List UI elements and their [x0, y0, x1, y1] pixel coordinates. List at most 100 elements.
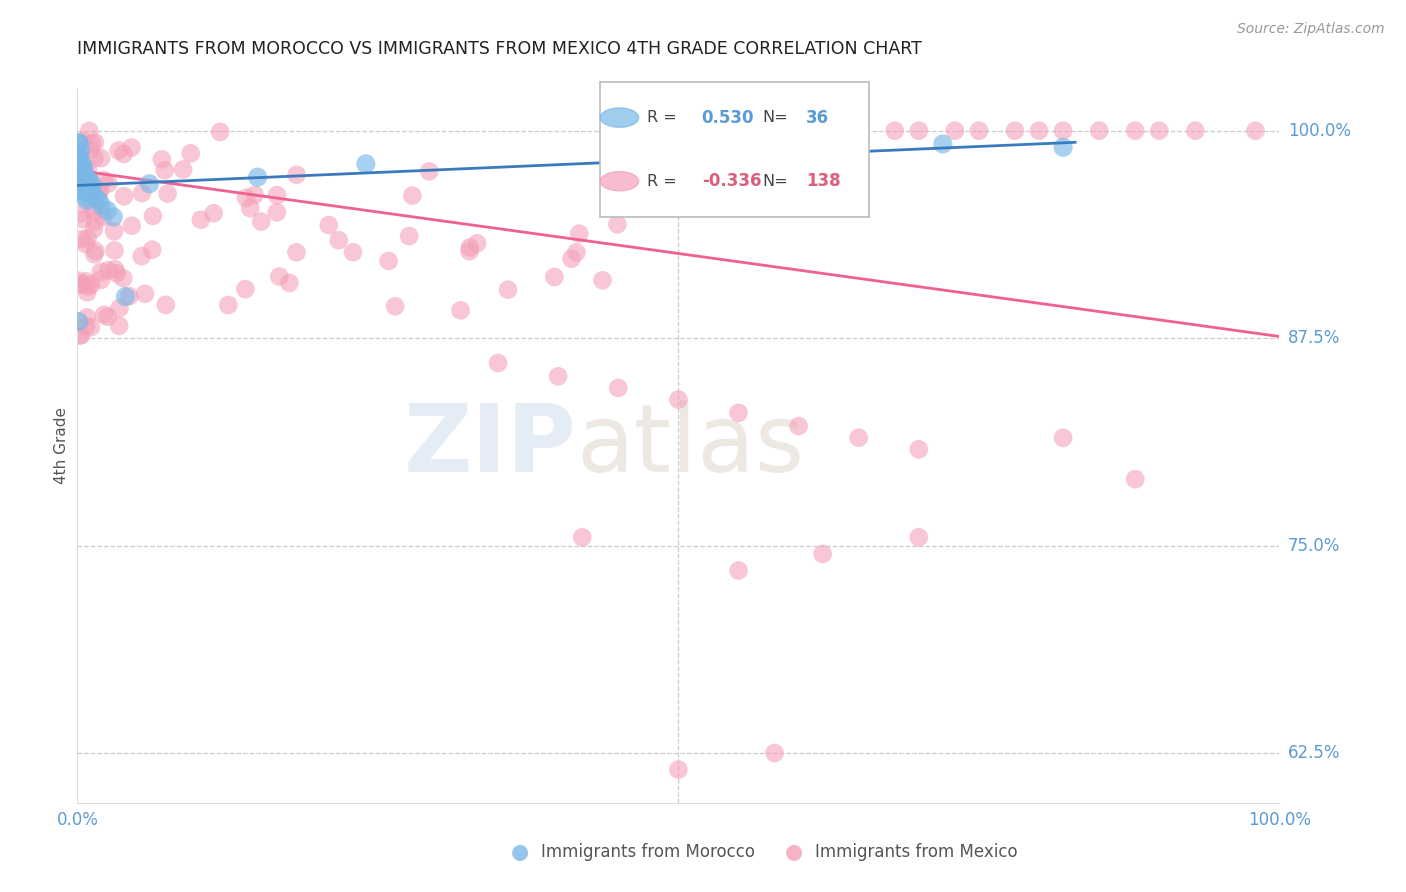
Point [398, 229, 420, 244]
Text: R =: R = [647, 174, 676, 189]
Point [72, 277, 94, 292]
Point [172, 162, 194, 177]
Point [75, 190, 97, 204]
Point [932, 136, 955, 151]
Point [84, 214, 107, 228]
Point [75, 170, 97, 185]
Text: 36: 36 [806, 109, 830, 127]
Point [80, 277, 103, 292]
Point [112, 189, 135, 203]
Point [592, 273, 614, 287]
Point [67, 178, 90, 193]
Point [76, 194, 98, 208]
Point [450, 303, 472, 318]
Point [90, 265, 112, 279]
Point [70, 160, 93, 174]
Point [76, 231, 98, 245]
Point [107, 144, 129, 158]
Point [496, 283, 519, 297]
Point [70, 144, 93, 158]
Point [112, 147, 135, 161]
Text: -0.336: -0.336 [702, 172, 761, 190]
Text: Immigrants from Mexico: Immigrants from Mexico [815, 843, 1018, 861]
Point [354, 157, 377, 171]
Point [79, 173, 101, 187]
Point [70, 277, 93, 292]
Point [69, 152, 91, 166]
Point [105, 266, 128, 280]
Point [209, 125, 232, 139]
Point [72, 182, 94, 196]
Text: atlas: atlas [576, 400, 804, 492]
Point [1244, 124, 1267, 138]
Point [458, 240, 481, 254]
Point [243, 187, 266, 202]
Point [142, 209, 165, 223]
Point [83, 222, 105, 236]
Point [80, 177, 103, 191]
Point [77, 279, 100, 293]
Point [73, 185, 96, 199]
Point [67, 160, 90, 174]
Point [118, 289, 141, 303]
Point [120, 140, 142, 154]
Text: 100.0%: 100.0% [1288, 121, 1351, 140]
Point [69, 153, 91, 168]
Point [108, 301, 131, 315]
Point [67, 274, 90, 288]
Point [134, 286, 156, 301]
Point [131, 186, 153, 200]
Point [668, 763, 690, 777]
Text: ●: ● [786, 842, 803, 862]
Point [75, 319, 97, 334]
Point [1052, 140, 1074, 154]
Point [90, 198, 112, 212]
Point [943, 124, 966, 138]
Y-axis label: 4th Grade: 4th Grade [53, 408, 69, 484]
Point [72, 212, 94, 227]
Point [77, 185, 100, 199]
Point [668, 124, 690, 138]
Point [465, 236, 488, 251]
Point [285, 245, 308, 260]
Point [82, 199, 104, 213]
Point [727, 564, 749, 578]
Point [153, 163, 176, 178]
Point [83, 151, 105, 165]
Point [83, 204, 105, 219]
Point [103, 244, 125, 258]
Circle shape [600, 171, 638, 191]
FancyBboxPatch shape [600, 82, 869, 217]
Point [69, 136, 91, 151]
Point [606, 217, 628, 231]
Point [87, 186, 110, 200]
Point [967, 124, 990, 138]
Point [79, 143, 101, 157]
Point [607, 381, 630, 395]
Text: ●: ● [512, 842, 529, 862]
Point [103, 224, 125, 238]
Point [70, 328, 93, 343]
Point [1004, 124, 1026, 138]
Text: 62.5%: 62.5% [1288, 744, 1340, 762]
Point [80, 320, 103, 334]
Point [70, 157, 93, 171]
Point [90, 151, 112, 165]
Point [82, 186, 104, 201]
Point [138, 177, 160, 191]
Circle shape [600, 108, 638, 128]
Point [565, 245, 588, 260]
Point [103, 210, 125, 224]
Point [547, 369, 569, 384]
Point [87, 194, 110, 208]
Point [1052, 124, 1074, 138]
Text: Immigrants from Morocco: Immigrants from Morocco [541, 843, 755, 861]
Point [67, 328, 90, 343]
Point [76, 177, 98, 191]
Point [384, 299, 406, 313]
Text: N=: N= [762, 110, 787, 125]
Point [285, 168, 308, 182]
Point [568, 227, 591, 241]
Point [811, 547, 834, 561]
Point [97, 263, 120, 277]
